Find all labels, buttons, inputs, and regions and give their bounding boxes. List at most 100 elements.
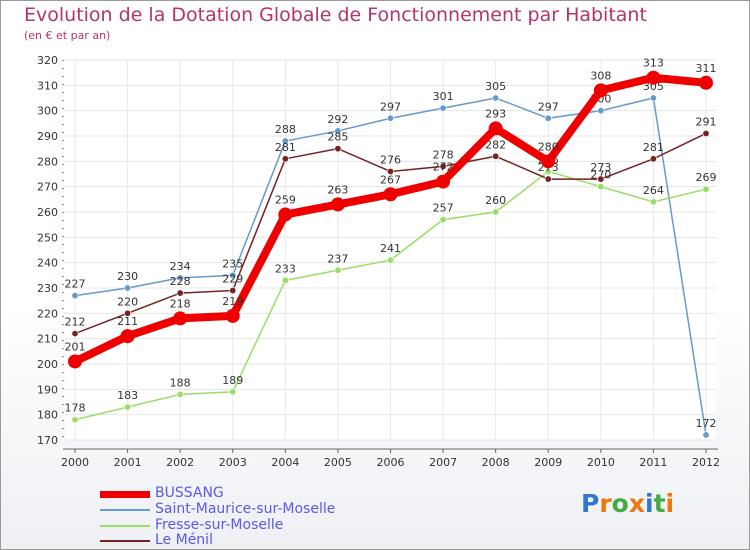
data-point-le-menil: [597, 175, 605, 183]
data-point-bussang: [330, 197, 345, 212]
data-point-saint-maurice-sur-moselle: [281, 137, 289, 145]
logo-letter: i: [665, 489, 675, 518]
data-label-le-menil: 282: [485, 138, 506, 151]
data-label-le-menil: 212: [65, 316, 86, 329]
data-point-fresse-sur-moselle: [597, 183, 605, 191]
data-point-bussang: [593, 83, 608, 98]
x-tick-label: 2004: [271, 456, 299, 469]
data-label-fresse-sur-moselle: 241: [380, 242, 401, 255]
data-point-saint-maurice-sur-moselle: [71, 292, 79, 300]
data-label-le-menil: 281: [643, 141, 664, 154]
logo-letter: t: [653, 489, 666, 518]
data-label-bussang: 313: [643, 57, 664, 70]
legend-swatch-bussang: [100, 491, 150, 498]
x-tick-label: 2003: [219, 456, 247, 469]
data-label-le-menil: 273: [590, 161, 611, 174]
data-label-bussang: 219: [222, 295, 243, 308]
data-label-le-menil: 285: [327, 131, 348, 144]
data-label-bussang: 263: [327, 183, 348, 196]
data-point-le-menil: [649, 155, 657, 163]
data-point-fresse-sur-moselle: [386, 256, 394, 264]
data-label-bussang: 218: [170, 297, 191, 310]
y-tick-label: 200: [37, 358, 58, 371]
data-label-bussang: 280: [538, 140, 559, 153]
chart-title: Evolution de la Dotation Globale de Fonc…: [24, 4, 647, 26]
y-tick-label: 260: [37, 206, 58, 219]
chart-subtitle: (en € et par an): [24, 29, 111, 42]
logo-letter: i: [645, 489, 654, 518]
y-tick-label: 280: [37, 155, 58, 168]
data-label-fresse-sur-moselle: 264: [643, 184, 664, 197]
data-label-saint-maurice-sur-moselle: 305: [485, 80, 506, 93]
y-tick-label: 220: [37, 307, 58, 320]
data-label-le-menil: 220: [117, 295, 138, 308]
data-label-fresse-sur-moselle: 233: [275, 262, 296, 275]
data-label-saint-maurice-sur-moselle: 288: [275, 123, 296, 136]
line-chart: 170 180 190 200 210 220 230 240 250 260 270 280 290 3…: [37, 54, 720, 469]
data-point-saint-maurice-sur-moselle: [176, 274, 184, 282]
legend-label-le-menil: Le Ménil: [155, 532, 213, 548]
y-tick-label: 230: [37, 282, 58, 295]
data-label-fresse-sur-moselle: 269: [696, 171, 717, 184]
data-label-bussang: 267: [380, 173, 401, 186]
data-label-bussang: 308: [590, 69, 611, 82]
data-point-le-menil: [702, 129, 710, 137]
data-point-saint-maurice-sur-moselle: [544, 114, 552, 122]
data-point-le-menil: [71, 330, 79, 338]
data-label-saint-maurice-sur-moselle: 234: [170, 260, 191, 273]
y-tick-label: 190: [37, 383, 58, 396]
x-tick-label: 2002: [166, 456, 194, 469]
y-tick-label: 170: [37, 434, 58, 447]
data-label-bussang: 211: [117, 315, 138, 328]
data-label-saint-maurice-sur-moselle: 297: [380, 100, 401, 113]
legend-swatch-fresse: [100, 525, 150, 527]
legend-swatch-le-menil: [100, 540, 150, 542]
data-label-saint-maurice-sur-moselle: 172: [696, 417, 717, 430]
data-label-le-menil: 229: [222, 273, 243, 286]
y-tick-label: 180: [37, 409, 58, 422]
data-point-fresse-sur-moselle: [649, 198, 657, 206]
data-point-saint-maurice-sur-moselle: [702, 431, 710, 439]
data-point-le-menil: [386, 167, 394, 175]
data-point-bussang: [278, 207, 293, 222]
data-label-le-menil: 276: [380, 153, 401, 166]
data-point-saint-maurice-sur-moselle: [386, 114, 394, 122]
x-tick-label: 2012: [692, 456, 720, 469]
logo-letter: o: [611, 489, 629, 518]
data-point-bussang: [436, 174, 451, 189]
data-point-fresse-sur-moselle: [124, 403, 132, 411]
data-point-fresse-sur-moselle: [176, 390, 184, 398]
data-label-fresse-sur-moselle: 183: [117, 389, 138, 402]
y-tick-label: 240: [37, 257, 58, 270]
data-label-saint-maurice-sur-moselle: 301: [433, 90, 454, 103]
legend-swatch-saint-maurice: [100, 509, 150, 511]
y-tick-label: 210: [37, 333, 58, 346]
data-point-le-menil: [544, 175, 552, 183]
x-tick-label: 2005: [324, 456, 352, 469]
x-tick-label: 2009: [534, 456, 562, 469]
legend-label-saint-maurice: Saint-Maurice-sur-Moselle: [155, 501, 336, 517]
data-point-fresse-sur-moselle: [281, 276, 289, 284]
data-point-fresse-sur-moselle: [439, 216, 447, 224]
data-point-fresse-sur-moselle: [229, 388, 237, 396]
logo-letter: P: [581, 489, 600, 518]
data-label-bussang: 201: [65, 340, 86, 353]
data-point-le-menil: [176, 289, 184, 297]
data-point-bussang: [120, 329, 135, 344]
data-point-le-menil: [492, 152, 500, 160]
data-label-le-menil: 281: [275, 141, 296, 154]
data-label-bussang: 259: [275, 194, 296, 207]
data-point-le-menil: [439, 162, 447, 170]
data-label-saint-maurice-sur-moselle: 235: [222, 257, 243, 270]
y-tick-label: 300: [37, 105, 58, 118]
data-point-bussang: [383, 187, 398, 202]
data-point-saint-maurice-sur-moselle: [439, 104, 447, 112]
data-label-bussang: 311: [696, 62, 717, 75]
data-label-le-menil: 228: [170, 275, 191, 288]
data-point-fresse-sur-moselle: [71, 416, 79, 424]
data-point-bussang: [699, 75, 713, 90]
data-label-fresse-sur-moselle: 260: [485, 194, 506, 207]
data-label-saint-maurice-sur-moselle: 292: [327, 113, 348, 126]
data-point-bussang: [541, 154, 556, 169]
data-label-saint-maurice-sur-moselle: 227: [65, 278, 86, 291]
